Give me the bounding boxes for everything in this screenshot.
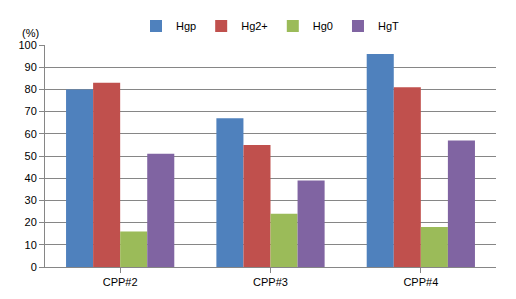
- svg-text:CPP#4: CPP#4: [403, 276, 438, 288]
- svg-text:Hg2+: Hg2+: [241, 20, 268, 32]
- svg-text:0: 0: [31, 261, 37, 273]
- svg-text:80: 80: [25, 83, 37, 95]
- svg-text:40: 40: [25, 172, 37, 184]
- svg-text:30: 30: [25, 194, 37, 206]
- svg-text:20: 20: [25, 216, 37, 228]
- svg-text:CPP#2: CPP#2: [103, 276, 138, 288]
- svg-text:60: 60: [25, 128, 37, 140]
- svg-text:CPP#3: CPP#3: [253, 276, 288, 288]
- svg-text:90: 90: [25, 61, 37, 73]
- svg-text:100: 100: [18, 39, 36, 51]
- svg-text:10: 10: [25, 239, 37, 251]
- svg-text:(%): (%): [22, 27, 39, 39]
- svg-text:70: 70: [25, 105, 37, 117]
- svg-text:Hgp: Hgp: [176, 20, 196, 32]
- svg-text:50: 50: [25, 150, 37, 162]
- svg-text:HgT: HgT: [378, 20, 399, 32]
- svg-text:Hg0: Hg0: [313, 20, 333, 32]
